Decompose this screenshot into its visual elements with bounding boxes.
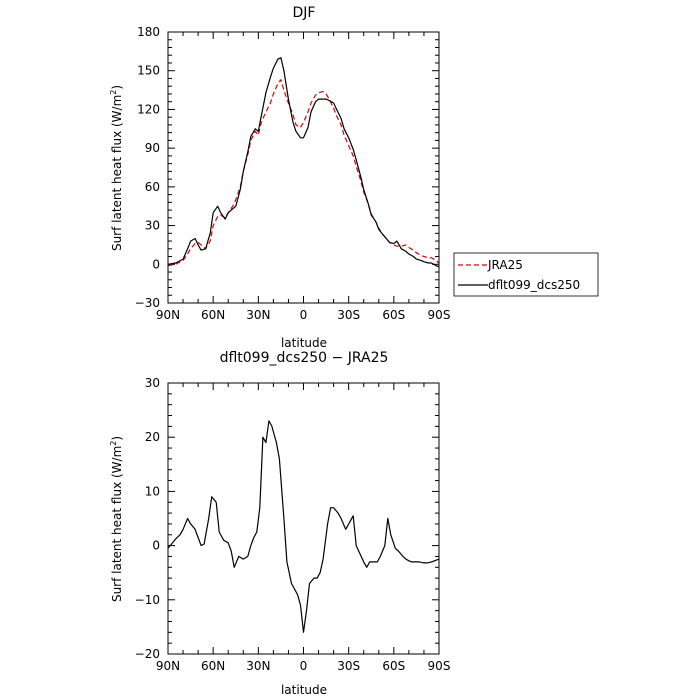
y-tick-label: 120 bbox=[137, 102, 160, 116]
y-axis-title-text: Surf latent heat flux (W/m bbox=[110, 446, 124, 602]
y-axis-title-superscript: 2 bbox=[109, 90, 118, 95]
tick-marks bbox=[167, 31, 440, 304]
y-tick-label: −10 bbox=[135, 593, 160, 607]
y-axis-title-close: ) bbox=[110, 436, 124, 441]
x-tick-label: 60N bbox=[201, 659, 225, 673]
x-tick-label: 60S bbox=[382, 659, 405, 673]
x-tick-label: 90N bbox=[156, 659, 180, 673]
y-tick-label: 10 bbox=[145, 484, 160, 498]
x-tick-label: 30S bbox=[337, 308, 360, 322]
x-tick-labels: 90N 60N 30N 0 30S 60S 90S bbox=[156, 659, 451, 673]
x-tick-label: 60N bbox=[201, 308, 225, 322]
series-line-difference bbox=[167, 420, 440, 633]
y-axis-title-close: ) bbox=[110, 85, 124, 90]
y-axis-title-text: Surf latent heat flux (W/m bbox=[110, 95, 124, 251]
climatology-panel: DJF −30 0 30 60 90 120 150 180 90N 60N 30N 0 30S 60S… bbox=[109, 5, 450, 350]
x-tick-label: 90S bbox=[428, 308, 451, 322]
y-axis-title-superscript: 2 bbox=[109, 441, 118, 446]
plot-frame bbox=[167, 31, 440, 304]
plot-frame bbox=[167, 382, 440, 655]
y-tick-labels: −30 0 30 60 90 120 150 180 bbox=[135, 25, 160, 310]
chart-title: dflt099_dcs250 − JRA25 bbox=[220, 350, 389, 366]
y-tick-label: −30 bbox=[135, 296, 160, 310]
series-layer bbox=[167, 420, 440, 633]
y-tick-label: 90 bbox=[145, 141, 160, 155]
legend-label-jra25: JRA25 bbox=[487, 258, 523, 272]
x-tick-label: 30S bbox=[337, 659, 360, 673]
x-tick-label: 90N bbox=[156, 308, 180, 322]
x-tick-label: 0 bbox=[300, 308, 308, 322]
chart-title: DJF bbox=[293, 5, 316, 21]
x-tick-label: 30N bbox=[246, 659, 270, 673]
x-tick-label: 0 bbox=[300, 659, 308, 673]
legend-box bbox=[453, 252, 599, 297]
x-tick-label: 30N bbox=[246, 308, 270, 322]
y-tick-label: 0 bbox=[152, 257, 160, 271]
x-tick-labels: 90N 60N 30N 0 30S 60S 90S bbox=[156, 308, 451, 322]
x-tick-label: 90S bbox=[428, 659, 451, 673]
series-line-jra25 bbox=[167, 79, 440, 267]
y-tick-label: 180 bbox=[137, 25, 160, 39]
y-tick-label: 0 bbox=[152, 539, 160, 553]
x-tick-label: 60S bbox=[382, 308, 405, 322]
y-tick-label: 150 bbox=[137, 64, 160, 78]
y-tick-labels: −20 −10 0 10 20 30 bbox=[135, 376, 160, 661]
y-tick-label: 60 bbox=[145, 180, 160, 194]
legend-label-dflt099: dflt099_dcs250 bbox=[488, 278, 580, 292]
y-axis-title: Surf latent heat flux (W/m2) bbox=[109, 436, 124, 602]
y-axis-title: Surf latent heat flux (W/m2) bbox=[109, 85, 124, 251]
x-axis-title: latitude bbox=[281, 336, 327, 350]
y-tick-label: 20 bbox=[145, 430, 160, 444]
y-tick-label: −20 bbox=[135, 647, 160, 661]
y-tick-label: 30 bbox=[145, 376, 160, 390]
series-line-dflt099-dcs250 bbox=[167, 57, 440, 268]
series-layer bbox=[167, 57, 440, 268]
legend: JRA25 dflt099_dcs250 bbox=[453, 252, 599, 297]
y-tick-label: 30 bbox=[145, 219, 160, 233]
x-axis-title: latitude bbox=[281, 683, 327, 697]
